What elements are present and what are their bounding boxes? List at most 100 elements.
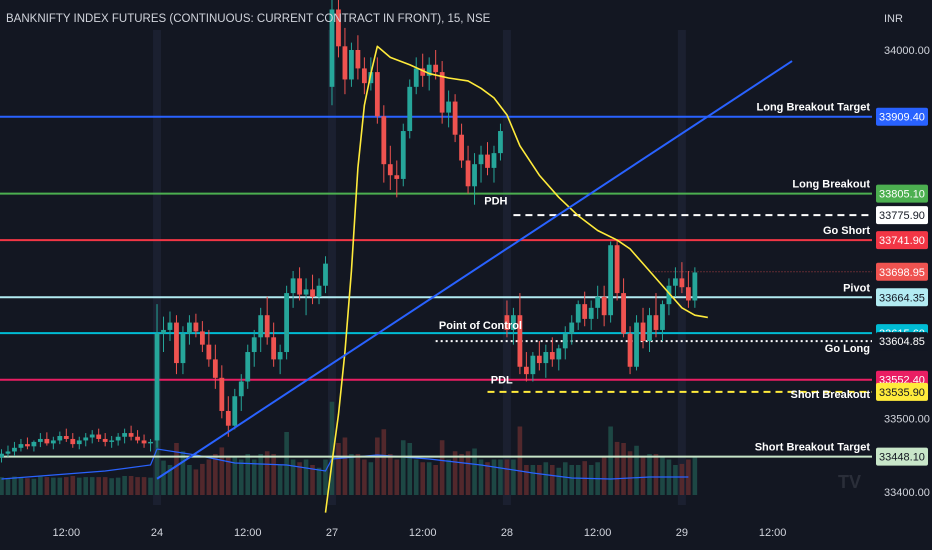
price-tag-4: 33698.95 — [876, 262, 928, 281]
volume-bar-9 — [57, 477, 63, 495]
candle-body-48 — [310, 289, 315, 297]
volume-bar-49 — [316, 467, 322, 495]
candle-body-1 — [5, 451, 11, 454]
volume-bar-10 — [64, 477, 69, 495]
volume-bar-74 — [478, 459, 484, 495]
volume-bar-52 — [336, 443, 341, 495]
candle-body-69 — [446, 101, 452, 113]
candle-body-102 — [660, 304, 665, 330]
candle-body-85 — [549, 352, 555, 360]
price-tag-text-0: 33909.40 — [879, 112, 925, 124]
price-tag-text-5: 33664.35 — [879, 292, 925, 304]
chart-title: BANKNIFTY INDEX FUTURES (CONTINUOUS: CUR… — [6, 13, 491, 25]
volume-bar-64 — [413, 459, 419, 495]
volume-bar-23 — [148, 477, 153, 495]
volume-bar-43 — [277, 465, 283, 495]
volume-bar-87 — [562, 462, 568, 495]
candle-body-41 — [264, 315, 270, 338]
volume-bar-84 — [543, 462, 549, 495]
level-label-9: Short Breakout — [791, 389, 871, 401]
volume-bar-45 — [290, 459, 296, 495]
volume-bar-15 — [96, 477, 101, 495]
price-tags: 33909.40 33805.10 33775.90 33741.90 33698.95… — [876, 107, 928, 466]
level-label-7: Go Long — [825, 343, 870, 355]
volume-bar-56 — [362, 459, 367, 495]
level-label-5: Pivot — [843, 282, 870, 294]
volume-bar-37 — [238, 459, 244, 495]
candle-body-24 — [154, 333, 160, 441]
price-tag-10: 33448.10 — [876, 447, 928, 466]
volume-bar-76 — [491, 459, 497, 495]
price-tag-bg-10 — [876, 447, 928, 466]
volume-bar-6 — [38, 476, 43, 495]
volume-bar-63 — [407, 443, 413, 495]
volume-bar-46 — [297, 462, 302, 495]
candle-body-7 — [44, 438, 50, 444]
volume-bar-8 — [51, 477, 56, 495]
volume-bar-75 — [485, 462, 490, 495]
vwap-line — [324, 45, 708, 513]
candle-body-97 — [627, 333, 633, 367]
price-tag-bg-7 — [876, 332, 928, 351]
volume-bar-60 — [388, 454, 393, 495]
volume-bar-73 — [472, 448, 477, 495]
volume-bar-29 — [187, 465, 192, 495]
volume-bar-72 — [465, 451, 471, 495]
price-tag-9: 33535.90 — [876, 382, 928, 401]
volume-bar-36 — [232, 456, 238, 495]
candle-body-30 — [193, 322, 199, 332]
volume-bar-66 — [426, 462, 432, 495]
candle-body-11 — [70, 438, 76, 445]
price-axis: 34000.00 33500.00 33400.00 — [884, 45, 930, 499]
volume-bar-48 — [310, 465, 315, 495]
volume-bar-40 — [258, 454, 263, 495]
volume-bar-31 — [200, 463, 205, 495]
y-tick-1: 33500.00 — [884, 413, 930, 425]
level-label-10: Short Breakout Target — [755, 442, 871, 454]
volume-bar-96 — [621, 443, 626, 495]
candle-body-83 — [536, 355, 542, 364]
candle-body-15 — [96, 434, 102, 439]
candle-body-43 — [277, 352, 283, 360]
candle-body-76 — [491, 153, 497, 168]
candle-body-14 — [89, 434, 95, 438]
candle-body-98 — [634, 322, 639, 367]
volume-bar-3 — [18, 477, 24, 495]
volume-bar-53 — [342, 437, 348, 495]
price-tag-1: 33805.10 — [876, 184, 928, 203]
volume-bar-99 — [640, 456, 646, 495]
candle-body-81 — [523, 366, 529, 375]
volume-bar-89 — [575, 465, 581, 495]
volume-bar-58 — [375, 437, 380, 495]
volume-bar-41 — [264, 451, 270, 495]
price-tag-bg-2 — [876, 206, 928, 225]
volume-bar-71 — [459, 454, 464, 495]
volume-bar-83 — [537, 465, 542, 495]
volume-bar-33 — [213, 454, 218, 495]
day-separator-0 — [153, 30, 162, 505]
volume-bar-62 — [400, 440, 406, 495]
price-tag-7: 33604.85 — [876, 332, 928, 351]
volume-bar-0 — [0, 477, 4, 495]
volume-bar-22 — [141, 477, 147, 495]
x-tick-5: 28 — [501, 527, 513, 539]
x-tick-8: 12:00 — [759, 527, 787, 539]
level-label-3: Go Short — [823, 225, 870, 237]
candle-body-61 — [394, 175, 400, 179]
price-tag-bg-4 — [876, 262, 928, 281]
candle-body-87 — [562, 333, 568, 349]
level-label-0: Long Breakout Target — [757, 102, 871, 114]
volume-bar-81 — [524, 465, 529, 495]
volume-bar-16 — [102, 477, 108, 495]
candle-body-19 — [122, 433, 128, 437]
candle-body-106 — [685, 287, 691, 301]
candle-body-78 — [504, 315, 510, 330]
volume-bar-14 — [89, 477, 95, 495]
candle-body-55 — [355, 50, 361, 69]
volume-bar-100 — [647, 454, 652, 495]
candle-body-54 — [349, 50, 354, 80]
price-tag-5: 33664.35 — [876, 288, 928, 307]
volume-bar-79 — [511, 459, 516, 495]
candle-body-56 — [361, 68, 367, 84]
volume-bar-19 — [122, 476, 127, 495]
